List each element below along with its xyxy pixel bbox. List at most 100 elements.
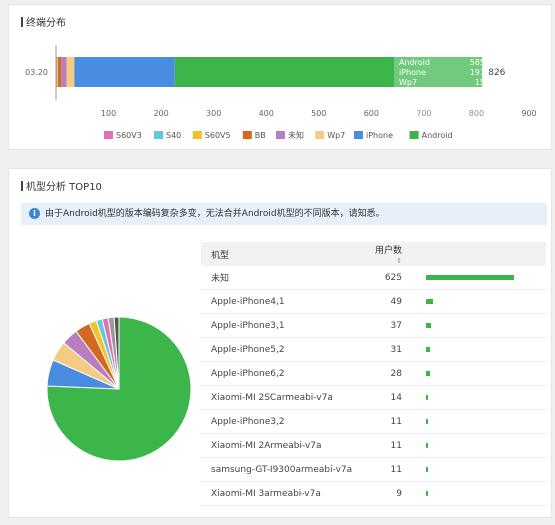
user-bar xyxy=(426,491,428,496)
user-bar-cell xyxy=(416,361,546,386)
user-bar-cell xyxy=(416,289,546,314)
legend-label: S60V3 xyxy=(116,131,142,140)
user-bar-cell xyxy=(416,457,546,482)
column-header-bar xyxy=(416,242,546,266)
user-count-cell: 37 xyxy=(362,313,416,338)
model-name-cell: 未知 xyxy=(201,266,363,290)
user-bar xyxy=(426,419,428,424)
table-row: Xiaomi-MI 3armeabi-v7a 9 xyxy=(201,481,546,506)
users-header-label: 用户数 xyxy=(374,245,402,256)
tooltip-series-value: 585 xyxy=(470,58,485,67)
bar-segment-S40 xyxy=(56,57,58,87)
table-row: 未知 625 xyxy=(201,266,546,290)
legend-swatch xyxy=(192,131,202,139)
tooltip-series-value: 191 xyxy=(470,68,485,77)
terminal-distribution-title: 终端分布 xyxy=(21,14,66,29)
table-row: samsung-GT-I9300armeabi-v7a 11 xyxy=(201,457,546,482)
user-bar xyxy=(426,299,433,304)
legend-label: iPhone xyxy=(366,131,393,140)
user-bar xyxy=(426,371,430,376)
table-row: Xiaomi-MI 2SCarmeabi-v7a 14 xyxy=(201,385,546,410)
user-count-cell: 49 xyxy=(362,289,416,314)
user-count-cell: 9 xyxy=(362,481,416,506)
user-count-cell: 28 xyxy=(362,361,416,386)
legend-label: Wp7 xyxy=(327,131,345,140)
tooltip-box xyxy=(394,37,489,145)
model-analysis-panel: 机型分析 TOP10 i 由于Android机型的版本编码复杂多变，无法合并An… xyxy=(8,168,552,518)
model-analysis-title: 机型分析 TOP10 xyxy=(21,178,102,193)
user-bar-cell xyxy=(416,313,546,338)
legend-label: S60V5 xyxy=(205,131,231,140)
table-row: Apple-iPhone3,2 11 xyxy=(201,409,546,434)
android-version-notice: i 由于Android机型的版本编码复杂多变，无法合并Android机型的不同版… xyxy=(21,203,547,225)
bar-segment-iPhone xyxy=(74,57,175,87)
user-bar-cell xyxy=(416,433,546,458)
model-name-cell: samsung-GT-I9300armeabi-v7a xyxy=(201,457,363,482)
tooltip-title: 03.20 xyxy=(399,44,422,53)
x-tick-label: 200 xyxy=(153,109,168,118)
user-count-cell: 14 xyxy=(362,385,416,410)
bar-segment-BB xyxy=(58,57,62,87)
legend-swatch xyxy=(154,131,163,139)
legend-swatch xyxy=(104,131,113,139)
user-bar xyxy=(426,323,432,328)
category-label: 03.20 xyxy=(25,68,48,77)
table-row: Xiaomi-MI 2Armeabi-v7a 11 xyxy=(201,433,546,458)
pie-slice xyxy=(113,316,120,390)
legend-swatch xyxy=(242,131,252,139)
model-name-cell: Xiaomi-MI 2SCarmeabi-v7a xyxy=(201,385,363,410)
model-name-cell: Apple-iPhone3,2 xyxy=(201,409,363,434)
user-bar-cell xyxy=(416,409,546,434)
user-bar-cell xyxy=(416,481,546,506)
info-icon: i xyxy=(29,208,40,219)
table-row: Apple-iPhone3,1 37 xyxy=(201,313,546,338)
x-tick-label: 100 xyxy=(101,109,116,118)
x-tick-label: 700 xyxy=(416,109,431,118)
model-name-cell: Apple-iPhone5,2 xyxy=(201,337,363,362)
legend-label: BB xyxy=(255,131,266,140)
user-bar-cell xyxy=(416,266,546,290)
model-pie-chart xyxy=(46,316,192,462)
table-header-row: 机型 用户数⇕ xyxy=(201,242,546,266)
terminal-stacked-bar-chart: 03.20 826 100 200 300 400 500 600 700 800 900 03.20… xyxy=(25,37,537,145)
tooltip-series-name: Android xyxy=(399,58,430,67)
user-bar xyxy=(426,347,431,352)
model-name-cell: Xiaomi-MI 2Armeabi-v7a xyxy=(201,433,363,458)
model-name-cell: Apple-iPhone6,2 xyxy=(201,361,363,386)
column-header-users[interactable]: 用户数⇕ xyxy=(362,242,416,266)
terminal-distribution-panel: 终端分布 03.20 826 100 200 300 400 500 600 700 800 900… xyxy=(8,4,552,150)
x-tick-label: 900 xyxy=(521,109,536,118)
bar-segment-Android xyxy=(174,57,483,87)
legend-label: S40 xyxy=(166,131,181,140)
model-name-cell: Apple-iPhone4,1 xyxy=(201,289,363,314)
notice-text: 由于Android机型的版本编码复杂多变，无法合并Android机型的不同版本，… xyxy=(45,209,385,219)
x-tick-label: 800 xyxy=(469,109,484,118)
legend-label: Android xyxy=(422,131,453,140)
user-bar xyxy=(426,275,514,280)
user-bar xyxy=(426,467,428,472)
bar-segment-S60V5 xyxy=(57,57,59,87)
tooltip-series-name: iPhone xyxy=(399,68,426,77)
user-count-cell: 625 xyxy=(362,266,416,290)
bar-segment-未知 xyxy=(61,57,67,87)
legend-swatch xyxy=(354,131,363,139)
user-bar xyxy=(426,443,428,448)
user-count-cell: 11 xyxy=(362,457,416,482)
user-count-cell: 11 xyxy=(362,409,416,434)
bar-segment-Wp7 xyxy=(66,57,75,87)
legend-swatch xyxy=(409,131,419,139)
user-count-cell: 31 xyxy=(362,337,416,362)
legend-swatch xyxy=(276,131,285,139)
table-row: Apple-iPhone4,1 49 xyxy=(201,289,546,314)
model-table: 机型 用户数⇕ 未知 625 Apple-iPhone4,1 49 Apple-iPho… xyxy=(201,242,546,506)
column-header-model: 机型 xyxy=(201,242,363,266)
legend-swatch xyxy=(315,131,325,139)
sort-icon[interactable]: ⇕ xyxy=(396,256,402,265)
user-bar-cell xyxy=(416,337,546,362)
x-tick-label: 300 xyxy=(206,109,221,118)
tooltip-series-value: 15 xyxy=(475,78,485,87)
x-tick-label: 600 xyxy=(364,109,379,118)
x-tick-label: 400 xyxy=(259,109,274,118)
bar-segment-S60V3 xyxy=(56,57,57,87)
model-name-cell: Xiaomi-MI 3armeabi-v7a xyxy=(201,481,363,506)
